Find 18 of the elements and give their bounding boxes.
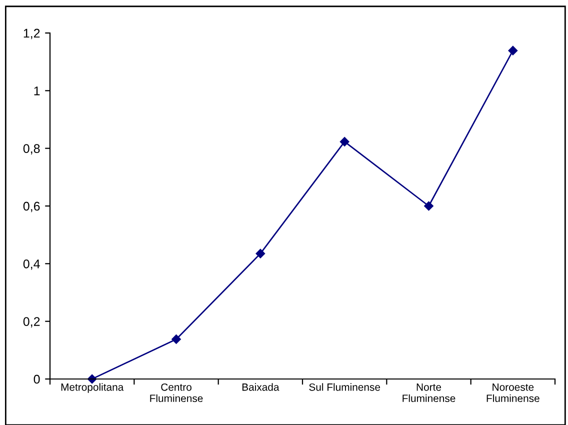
x-tick-label: Norte Fluminense (402, 384, 456, 402)
y-tick-label: 0,2 (23, 317, 40, 328)
x-tick-label: Centro Fluminense (150, 383, 203, 402)
y-tick-label: 0,6 (23, 202, 40, 212)
y-tick-label: 0,8 (23, 144, 40, 154)
y-tick-label: 0,4 (23, 259, 40, 270)
point (172, 334, 181, 344)
point (340, 137, 350, 146)
point (508, 46, 518, 56)
point (424, 201, 434, 211)
y-tick-label: 1,2 (24, 28, 40, 40)
x-tick-label: Noroeste Fluminense (486, 384, 540, 402)
x-tick-label: Sul Fluminense (309, 383, 380, 391)
x-tick-label: Baixada (242, 383, 280, 391)
y-tick-label: 1 (34, 86, 40, 96)
x-tick-label: Metropolitana (61, 383, 124, 393)
point (256, 248, 266, 258)
y-tick-label: 0 (34, 374, 40, 384)
